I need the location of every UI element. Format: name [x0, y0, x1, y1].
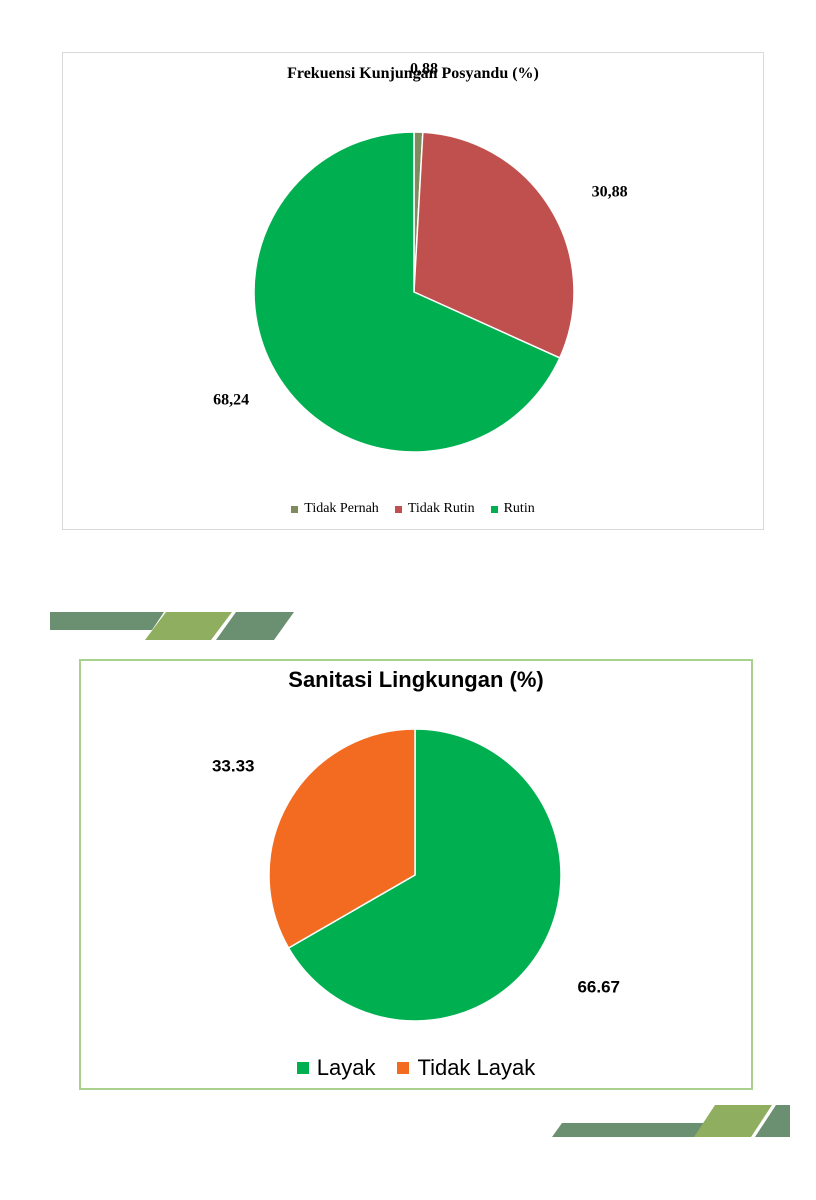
decorative-stripes-bottom: [552, 1105, 790, 1137]
data-label-tidak-layak: 33.33: [212, 756, 255, 775]
legend-label: Layak: [316, 1055, 376, 1080]
pie-chart-sanitasi: 66.67 33.33: [212, 728, 620, 1022]
decorative-stripes-top: [50, 612, 294, 640]
legend-swatch: [291, 505, 299, 513]
data-label-tidak-rutin: 30,88: [592, 183, 628, 200]
chart-sanitasi-lingkungan: Sanitasi Lingkungan (%) 66.67 33.33 Layak…: [79, 659, 753, 1090]
stripe-light: [145, 612, 232, 640]
legend-item-tidak-rutin: Tidak Rutin: [394, 501, 475, 517]
stripe-dark: [552, 1123, 710, 1137]
legend-swatch: [296, 1062, 309, 1074]
legend-item-layak: Layak: [296, 1055, 376, 1081]
pie-slice-tidak-rutin: [413, 131, 575, 359]
pie-slice-tidak-layak: [268, 728, 416, 949]
chart-title: Frekuensi Kunjungan Posyandu (%): [287, 65, 539, 82]
stripe-dark: [755, 1105, 790, 1137]
chart-legend: Tidak Pernah Tidak Rutin Rutin: [63, 501, 763, 517]
legend-item-rutin: Rutin: [490, 501, 535, 517]
legend-label: Tidak Rutin: [407, 501, 475, 516]
legend-label: Rutin: [503, 501, 535, 516]
data-label-rutin: 68,24: [213, 391, 249, 408]
stripe-dark: [216, 612, 294, 640]
data-label-layak: 66.67: [577, 977, 620, 996]
stripe-light: [694, 1105, 772, 1137]
stripe-dark: [50, 612, 164, 630]
chart-legend: Layak Tidak Layak: [81, 1055, 751, 1081]
legend-item-tidak-layak: Tidak Layak: [397, 1055, 535, 1081]
legend-swatch: [394, 505, 402, 513]
chart-title: Sanitasi Lingkungan (%): [288, 667, 544, 692]
legend-label: Tidak Pernah: [304, 501, 379, 516]
pie-slice-layak: [287, 728, 562, 1022]
legend-label: Tidak Layak: [417, 1055, 536, 1080]
chart-frekuensi-kunjungan: Frekuensi Kunjungan Posyandu (%) 0,88 30,…: [62, 52, 764, 530]
data-label-tidak-pernah: 0,88: [410, 61, 438, 78]
legend-item-tidak-pernah: Tidak Pernah: [291, 501, 379, 517]
legend-swatch: [397, 1062, 410, 1074]
legend-swatch: [490, 505, 498, 513]
pie-chart-frekuensi: 0,88 30,88 68,24: [213, 61, 628, 453]
pie-slice-rutin: [253, 131, 561, 453]
